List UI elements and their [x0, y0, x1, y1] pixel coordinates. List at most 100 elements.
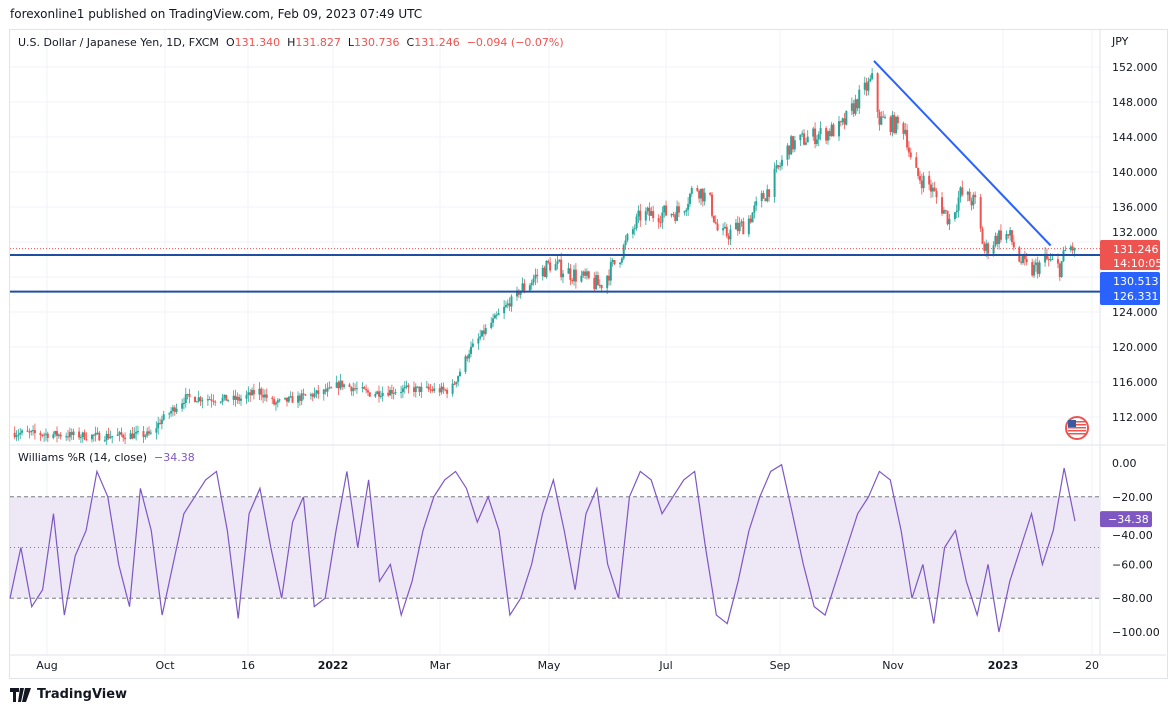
- candle-body: [503, 306, 506, 314]
- candle-body: [131, 433, 134, 439]
- candle-body: [365, 389, 368, 391]
- price-axis-label: 140.000: [1112, 166, 1158, 179]
- candle-body: [751, 212, 754, 223]
- candle-body: [917, 167, 920, 176]
- candle-body: [878, 111, 881, 125]
- candle-body: [532, 278, 535, 283]
- candle-body: [1033, 264, 1036, 276]
- close-value: 131.246: [414, 36, 460, 49]
- candle-body: [852, 103, 855, 114]
- candle-body: [149, 432, 152, 434]
- candle-body: [497, 313, 500, 315]
- candle-body: [600, 284, 603, 289]
- candle-body: [510, 296, 513, 307]
- candle-body: [902, 123, 905, 134]
- wr-value-badge: [1100, 511, 1152, 528]
- candle-body: [941, 197, 944, 214]
- candle-body: [425, 386, 428, 388]
- candle-body: [451, 383, 454, 394]
- time-axis-label: 20: [1085, 659, 1099, 672]
- candle-body: [81, 432, 84, 437]
- candle-body: [94, 432, 97, 436]
- candle-body: [328, 387, 331, 389]
- candle-body: [157, 422, 160, 429]
- candle-body: [361, 387, 364, 389]
- candle-body: [517, 290, 520, 295]
- candle-body: [622, 245, 625, 259]
- candle-body: [753, 205, 756, 213]
- candle-body: [1038, 262, 1041, 274]
- candle-body: [366, 390, 369, 393]
- candle-body: [918, 175, 921, 181]
- time-axis-label: 2023: [988, 659, 1019, 672]
- candle-body: [659, 222, 662, 224]
- time-axis-label: Mar: [430, 659, 451, 672]
- candle-body: [208, 399, 211, 401]
- candle-body: [90, 434, 93, 440]
- candle-body: [446, 389, 449, 394]
- candle-body: [13, 432, 16, 438]
- candle-body: [1005, 234, 1008, 240]
- candle-body: [444, 389, 447, 391]
- candle-body: [994, 235, 997, 246]
- candle-body: [374, 394, 377, 397]
- candle-body: [309, 394, 312, 396]
- candle-body: [199, 397, 202, 402]
- wr-axis-label: −100.00: [1112, 626, 1160, 639]
- candle-body: [122, 434, 125, 438]
- candle-body: [979, 197, 982, 229]
- candle-body: [904, 129, 907, 134]
- candle-body: [238, 396, 241, 401]
- candle-body: [387, 392, 390, 396]
- candle-body: [556, 261, 559, 265]
- candle-body: [184, 394, 187, 404]
- candle-body: [755, 201, 758, 206]
- candle-body: [876, 73, 879, 112]
- candle-body: [30, 430, 33, 432]
- candle-body: [302, 393, 305, 395]
- price-axis-label: 124.000: [1112, 306, 1158, 319]
- candle-body: [738, 223, 741, 232]
- candle-body: [712, 215, 715, 223]
- candle-body: [891, 115, 894, 132]
- candle-body: [968, 191, 971, 201]
- candle-body: [830, 124, 833, 137]
- candle-body: [337, 382, 340, 389]
- candle-body: [700, 188, 702, 199]
- candle-body: [392, 392, 395, 394]
- candle-body: [814, 128, 817, 144]
- candle-body: [1044, 253, 1047, 263]
- candle-body: [749, 218, 752, 223]
- candle-body: [348, 384, 351, 387]
- candle-body: [992, 245, 995, 254]
- candle-body: [197, 397, 200, 402]
- candle-body: [725, 226, 728, 236]
- candle-body: [57, 434, 60, 436]
- candle-body: [249, 392, 252, 396]
- flag-stripe: [1068, 424, 1086, 426]
- chart-frame[interactable]: [9, 29, 1168, 679]
- candle-body: [442, 386, 445, 390]
- candle-body: [619, 262, 622, 265]
- flag-canton: [1068, 420, 1076, 427]
- candle-body: [471, 343, 474, 347]
- candle-body: [670, 213, 673, 216]
- candle-body: [376, 391, 379, 395]
- candle-body: [516, 290, 518, 297]
- candle-body: [711, 194, 714, 216]
- candle-body: [574, 269, 577, 282]
- candle-body: [792, 136, 794, 150]
- candle-body: [742, 221, 745, 235]
- candle-body: [663, 205, 666, 213]
- hline-1-price-text: 130.513: [1113, 275, 1159, 288]
- candle-body: [155, 428, 158, 433]
- candle-body: [828, 131, 831, 137]
- indicator-legend[interactable]: Williams %R (14, close) −34.38: [18, 451, 195, 464]
- candle-body: [972, 194, 975, 206]
- candle-body: [414, 386, 417, 392]
- candle-body: [1031, 262, 1034, 276]
- candle-body: [1047, 258, 1050, 261]
- candle-body: [567, 268, 570, 274]
- candle-body: [996, 235, 999, 244]
